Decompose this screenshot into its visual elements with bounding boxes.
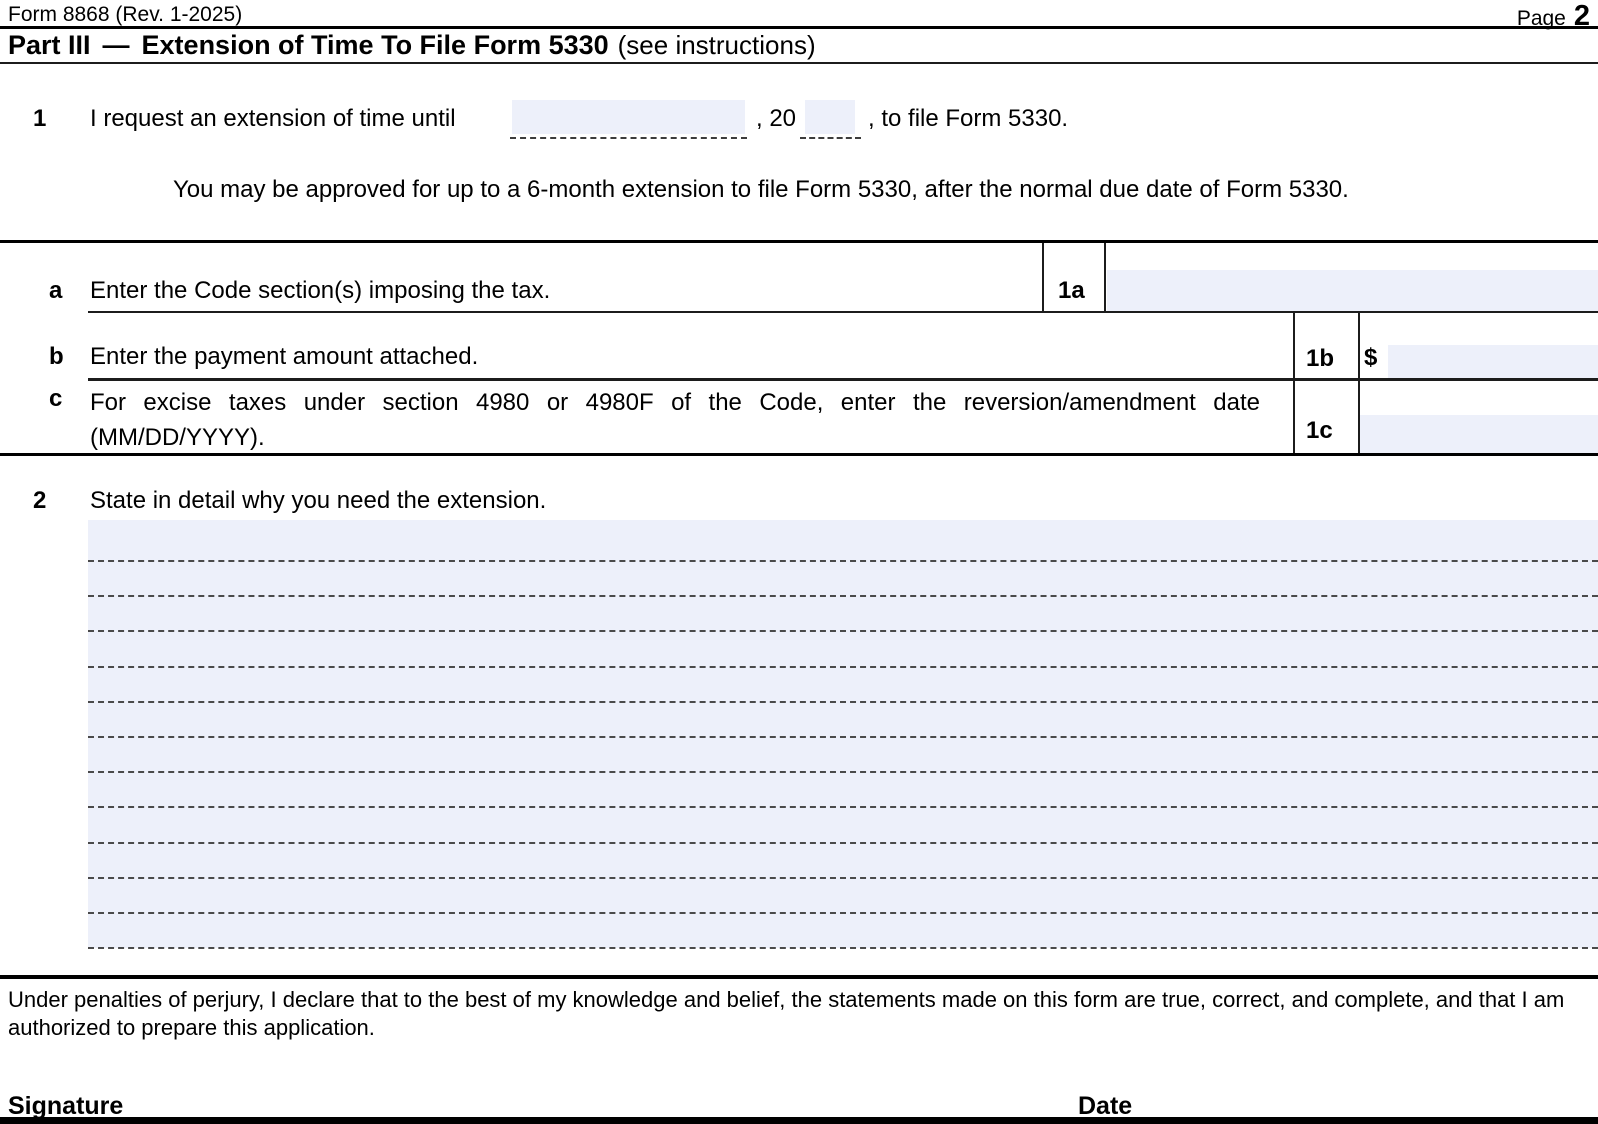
statement-ruled-line bbox=[88, 595, 1598, 598]
statement-ruled-line bbox=[88, 736, 1598, 738]
line-b-divider bbox=[88, 378, 1598, 381]
statement-ruled-line bbox=[88, 771, 1598, 774]
line-b-letter: b bbox=[49, 343, 64, 370]
line-a-letter: a bbox=[49, 277, 63, 304]
date-label: Date bbox=[1078, 1092, 1133, 1120]
table-top-divider bbox=[0, 240, 1598, 243]
statement-ruled-line bbox=[88, 700, 1598, 703]
part-iii-heading: Part III — Extension of Time To File Form … bbox=[8, 30, 816, 61]
table-bottom-divider bbox=[0, 453, 1598, 456]
header-divider bbox=[0, 26, 1598, 29]
part-title: Extension of Time To File Form 5330 bbox=[141, 30, 609, 60]
line-bc-cell-border-left bbox=[1293, 313, 1295, 453]
part-subtitle: (see instructions) bbox=[617, 30, 816, 60]
statement-ruled-line bbox=[88, 560, 1598, 562]
statement-ruled-line bbox=[88, 841, 1598, 844]
statement-ruled-line bbox=[88, 876, 1598, 879]
line-b-box-label: 1b bbox=[1306, 345, 1335, 372]
page-bottom-bar bbox=[0, 1117, 1598, 1124]
line-2-number: 2 bbox=[33, 487, 47, 514]
line-a-cell-border-left bbox=[1042, 243, 1044, 311]
line-c-box-label: 1c bbox=[1306, 417, 1333, 444]
statement-ruled-line bbox=[88, 806, 1598, 809]
line-a-cell-border-right bbox=[1104, 243, 1106, 311]
extension-date-underline bbox=[510, 137, 747, 139]
line-2-label: State in detail why you need the extensi… bbox=[90, 487, 547, 514]
statement-ruled-line bbox=[88, 912, 1598, 914]
reversion-amendment-date-input[interactable] bbox=[1360, 415, 1598, 453]
page-number: 2 bbox=[1573, 0, 1590, 32]
heading-dash: — bbox=[102, 30, 130, 60]
line-a-label: Enter the Code section(s) imposing the t… bbox=[90, 277, 551, 304]
statement-ruled-line bbox=[88, 947, 1598, 950]
dollar-sign: $ bbox=[1364, 344, 1378, 371]
declaration-divider bbox=[0, 975, 1598, 979]
part-label: Part III bbox=[8, 30, 91, 60]
line-a-divider bbox=[88, 311, 1598, 313]
extension-date-input[interactable] bbox=[512, 100, 745, 134]
form-revision-label: Form 8868 (Rev. 1-2025) bbox=[8, 3, 243, 26]
line-b-label: Enter the payment amount attached. bbox=[90, 343, 479, 370]
signature-label: Signature bbox=[8, 1092, 124, 1120]
code-section-input[interactable] bbox=[1107, 270, 1598, 311]
line-c-letter: c bbox=[49, 385, 63, 412]
payment-amount-input[interactable] bbox=[1388, 345, 1598, 378]
perjury-declaration: Under penalties of perjury, I declare th… bbox=[8, 987, 1565, 1040]
line-c-label: For excise taxes under section 4980 or 4… bbox=[90, 389, 1260, 451]
statement-ruled-line bbox=[88, 630, 1598, 633]
line-1-text-before: I request an extension of time until bbox=[90, 105, 456, 132]
line-1-text-after: , to file Form 5330. bbox=[868, 105, 1069, 132]
part-iii-divider bbox=[0, 62, 1598, 64]
extension-year-input[interactable] bbox=[805, 100, 855, 134]
page-indicator: Page 2 bbox=[1517, 0, 1590, 33]
line-1-number: 1 bbox=[33, 105, 47, 132]
extension-reason-textarea[interactable] bbox=[88, 520, 1598, 950]
extension-year-underline bbox=[800, 137, 861, 139]
six-month-extension-note: You may be approved for up to a 6-month … bbox=[173, 176, 1349, 203]
line-1-text-mid: , 20 bbox=[756, 105, 797, 132]
page-label: Page bbox=[1516, 7, 1566, 30]
line-bc-cell-border-right bbox=[1358, 313, 1360, 453]
line-a-box-label: 1a bbox=[1058, 277, 1085, 304]
statement-ruled-line bbox=[88, 665, 1598, 668]
